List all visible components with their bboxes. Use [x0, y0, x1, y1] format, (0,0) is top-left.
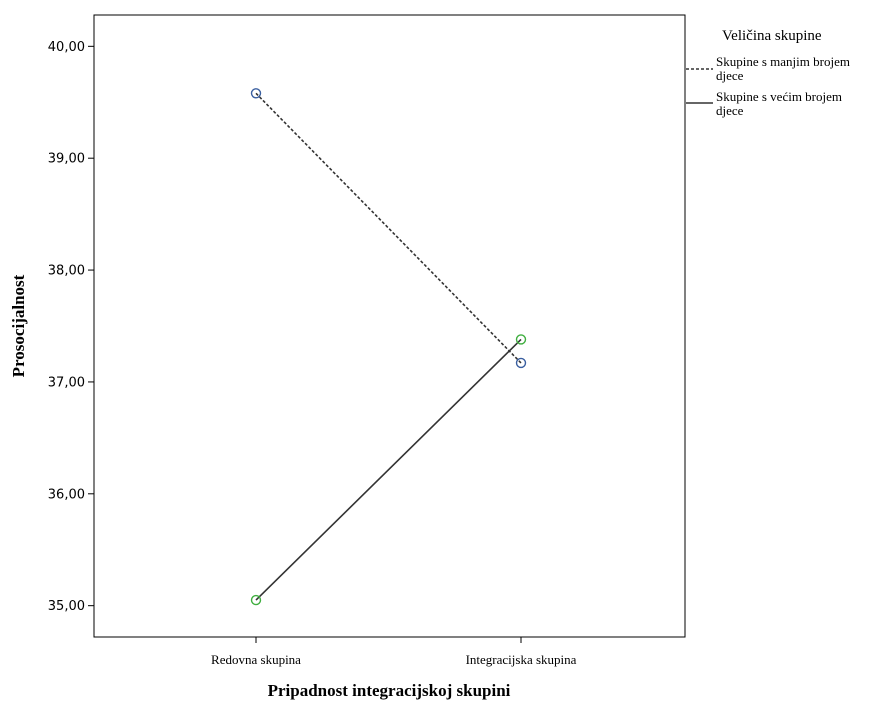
legend-entry-1-line2: djece [716, 68, 744, 83]
y-tick-label: 36,00 [48, 487, 85, 502]
legend-entry-2-line2: djece [716, 103, 744, 118]
plot-frame [93, 14, 686, 638]
legend-title: Veličina skupine [722, 28, 822, 44]
y-tick-label: 38,00 [48, 264, 85, 279]
data-point [250, 88, 262, 99]
x-axis: Redovna skupina Integracijska skupina [211, 637, 577, 667]
legend: Veličina skupine Skupine s manjim brojem… [686, 28, 850, 118]
x-tick-label: Integracijska skupina [466, 652, 577, 667]
legend-entry-1-line1: Skupine s manjim brojem [716, 54, 850, 69]
series-layer [250, 88, 527, 606]
legend-entry-2-line1: Skupine s većim brojem [716, 89, 842, 104]
series-line-1 [255, 92, 522, 364]
series-line-2 [255, 338, 522, 601]
data-point [515, 357, 527, 369]
y-axis-title: Prosocijalnost [9, 274, 28, 377]
x-axis-title: Pripadnost integracijskoj skupini [268, 681, 511, 700]
y-axis: 35,00 36,00 37,00 38,00 39,00 40,00 [48, 40, 94, 614]
y-tick-label: 35,00 [48, 599, 85, 614]
data-point [515, 334, 527, 345]
y-tick-label: 40,00 [48, 40, 85, 55]
x-tick-label: Redovna skupina [211, 652, 301, 667]
y-tick-label: 37,00 [48, 375, 85, 390]
data-point [250, 594, 262, 606]
y-tick-label: 39,00 [48, 152, 85, 167]
